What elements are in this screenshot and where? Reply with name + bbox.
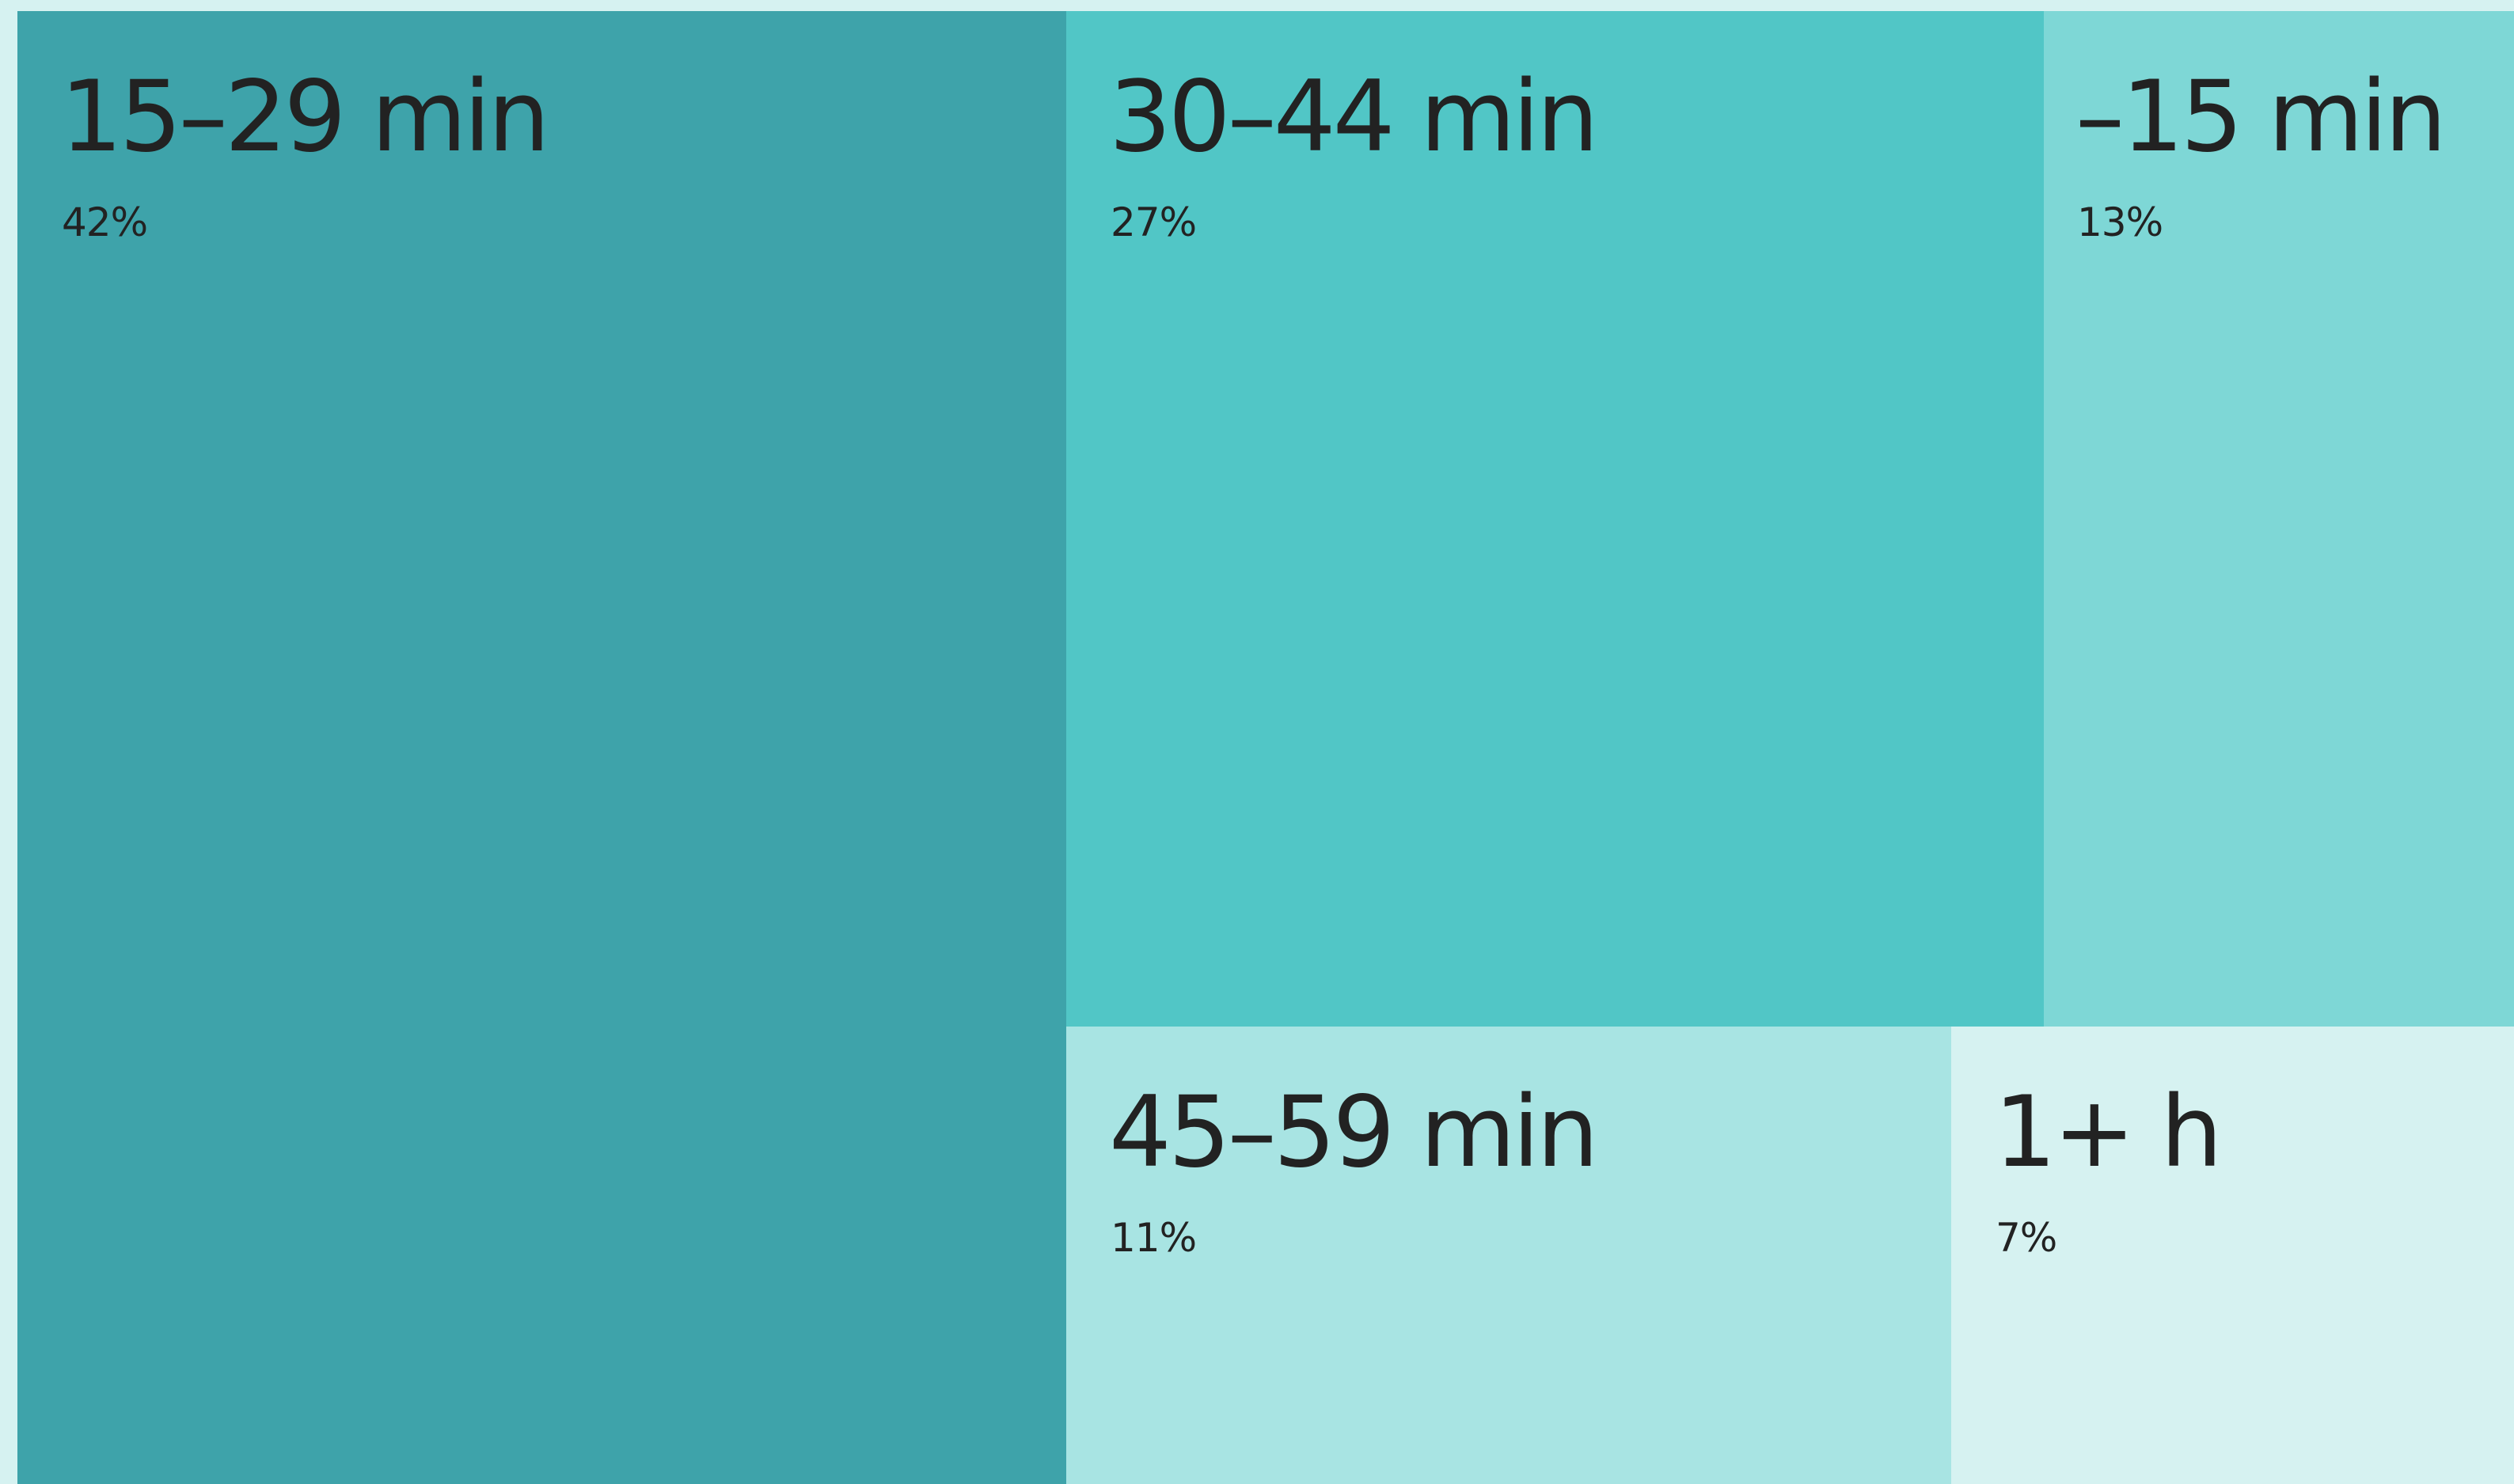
tile-45-59-min[interactable]: 45–59 min 11% bbox=[1066, 1027, 1951, 1484]
tile-under-15-min[interactable]: –15 min 13% bbox=[2044, 11, 2514, 1027]
tile-label: 45–59 min bbox=[1109, 1076, 1599, 1190]
tile-percent: 7% bbox=[1996, 1215, 2057, 1261]
tile-label: 1+ h bbox=[1994, 1076, 2223, 1190]
tile-label: 30–44 min bbox=[1109, 60, 1599, 174]
tile-1-plus-h[interactable]: 1+ h 7% bbox=[1951, 1027, 2514, 1484]
tile-15-29-min[interactable]: 15–29 min 42% bbox=[17, 11, 1066, 1484]
tile-percent: 42% bbox=[62, 199, 148, 245]
tile-label: –15 min bbox=[2075, 60, 2447, 174]
tile-30-44-min[interactable]: 30–44 min 27% bbox=[1066, 11, 2044, 1027]
tile-percent: 11% bbox=[1111, 1215, 1197, 1261]
tile-percent: 27% bbox=[1111, 199, 1197, 245]
tile-label: 15–29 min bbox=[60, 60, 550, 174]
treemap-chart: 15–29 min 42% 30–44 min 27% –15 min 13% … bbox=[17, 11, 2514, 1484]
tile-percent: 13% bbox=[2077, 199, 2163, 245]
